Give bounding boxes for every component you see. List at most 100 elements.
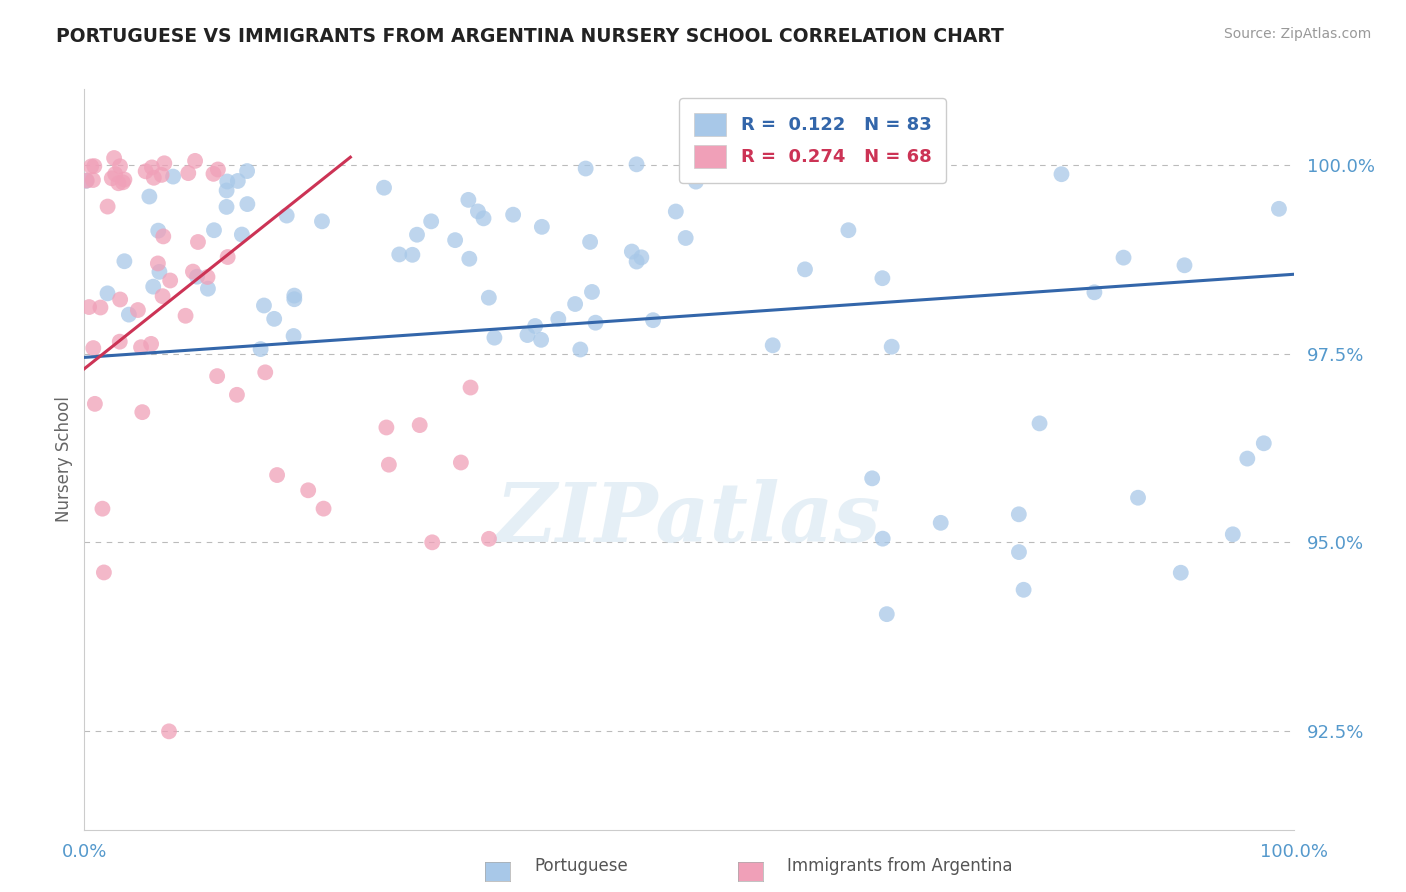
- Point: [197, 282, 219, 296]
- Point: [1008, 508, 1031, 522]
- Point: [202, 223, 225, 237]
- Point: [148, 265, 170, 279]
- Point: [112, 172, 135, 186]
- Point: [104, 167, 127, 181]
- Point: [502, 208, 524, 222]
- Point: [80, 160, 103, 174]
- Point: [484, 331, 506, 345]
- Point: [263, 311, 285, 326]
- Point: [148, 224, 170, 238]
- Point: [127, 303, 149, 318]
- Point: [837, 223, 859, 237]
- Point: [135, 164, 157, 178]
- Point: [472, 211, 495, 226]
- Point: [388, 247, 411, 261]
- Point: [685, 175, 707, 189]
- Point: [138, 189, 160, 203]
- Point: [467, 204, 489, 219]
- Point: [207, 162, 229, 177]
- Point: [142, 279, 165, 293]
- Point: [872, 532, 894, 546]
- Point: [457, 193, 479, 207]
- Point: [458, 252, 481, 266]
- Point: [159, 273, 181, 287]
- Point: [794, 262, 817, 277]
- Point: [184, 153, 207, 168]
- Point: [579, 235, 602, 249]
- Point: [107, 176, 129, 190]
- Point: [215, 200, 238, 214]
- Point: [174, 309, 197, 323]
- Point: [93, 566, 115, 580]
- Point: [378, 458, 401, 472]
- Text: Portuguese: Portuguese: [534, 857, 628, 875]
- Point: [1253, 436, 1275, 450]
- Point: [187, 235, 209, 249]
- Point: [129, 340, 152, 354]
- Point: [665, 204, 688, 219]
- Point: [96, 286, 118, 301]
- Point: [97, 200, 120, 214]
- Point: [460, 380, 482, 394]
- Text: PORTUGUESE VS IMMIGRANTS FROM ARGENTINA NURSERY SCHOOL CORRELATION CHART: PORTUGUESE VS IMMIGRANTS FROM ARGENTINA …: [56, 27, 1004, 45]
- Point: [283, 292, 305, 306]
- Point: [1050, 167, 1073, 181]
- Point: [152, 229, 174, 244]
- Point: [420, 214, 443, 228]
- Point: [860, 471, 883, 485]
- Point: [375, 420, 398, 434]
- Point: [108, 334, 131, 349]
- Point: [409, 418, 432, 433]
- Point: [215, 184, 238, 198]
- Point: [91, 501, 114, 516]
- Point: [1028, 417, 1050, 431]
- Point: [401, 248, 423, 262]
- Point: [478, 532, 501, 546]
- Point: [1012, 582, 1035, 597]
- Point: [564, 297, 586, 311]
- Point: [524, 318, 547, 333]
- Point: [253, 298, 276, 312]
- Point: [373, 180, 395, 194]
- Y-axis label: Nursery School: Nursery School: [55, 396, 73, 523]
- Point: [626, 254, 648, 268]
- Point: [202, 167, 225, 181]
- Point: [89, 301, 111, 315]
- Point: [162, 169, 184, 184]
- Point: [76, 173, 98, 187]
- Legend: R =  0.122   N = 83, R =  0.274   N = 68: R = 0.122 N = 83, R = 0.274 N = 68: [679, 98, 946, 183]
- Point: [231, 227, 253, 242]
- Point: [236, 197, 259, 211]
- Point: [1083, 285, 1105, 300]
- Point: [157, 724, 180, 739]
- Point: [82, 173, 104, 187]
- Point: [226, 388, 249, 402]
- Point: [205, 369, 228, 384]
- Point: [111, 175, 134, 189]
- Point: [1222, 527, 1244, 541]
- Point: [1170, 566, 1192, 580]
- Point: [312, 501, 335, 516]
- Point: [762, 338, 785, 352]
- Point: [1236, 451, 1258, 466]
- Point: [226, 174, 249, 188]
- Point: [707, 166, 730, 180]
- Point: [236, 164, 259, 178]
- Point: [630, 250, 652, 264]
- Point: [872, 271, 894, 285]
- Point: [283, 288, 305, 302]
- Point: [141, 161, 163, 175]
- Point: [575, 161, 598, 176]
- Point: [478, 291, 501, 305]
- Point: [142, 170, 165, 185]
- Text: ZIPatlas: ZIPatlas: [496, 479, 882, 558]
- Point: [112, 254, 135, 268]
- Point: [1112, 251, 1135, 265]
- Point: [217, 174, 239, 188]
- Point: [181, 264, 204, 278]
- Point: [118, 308, 141, 322]
- Point: [82, 341, 104, 355]
- Text: Source: ZipAtlas.com: Source: ZipAtlas.com: [1223, 27, 1371, 41]
- Point: [516, 328, 538, 343]
- Point: [152, 289, 174, 303]
